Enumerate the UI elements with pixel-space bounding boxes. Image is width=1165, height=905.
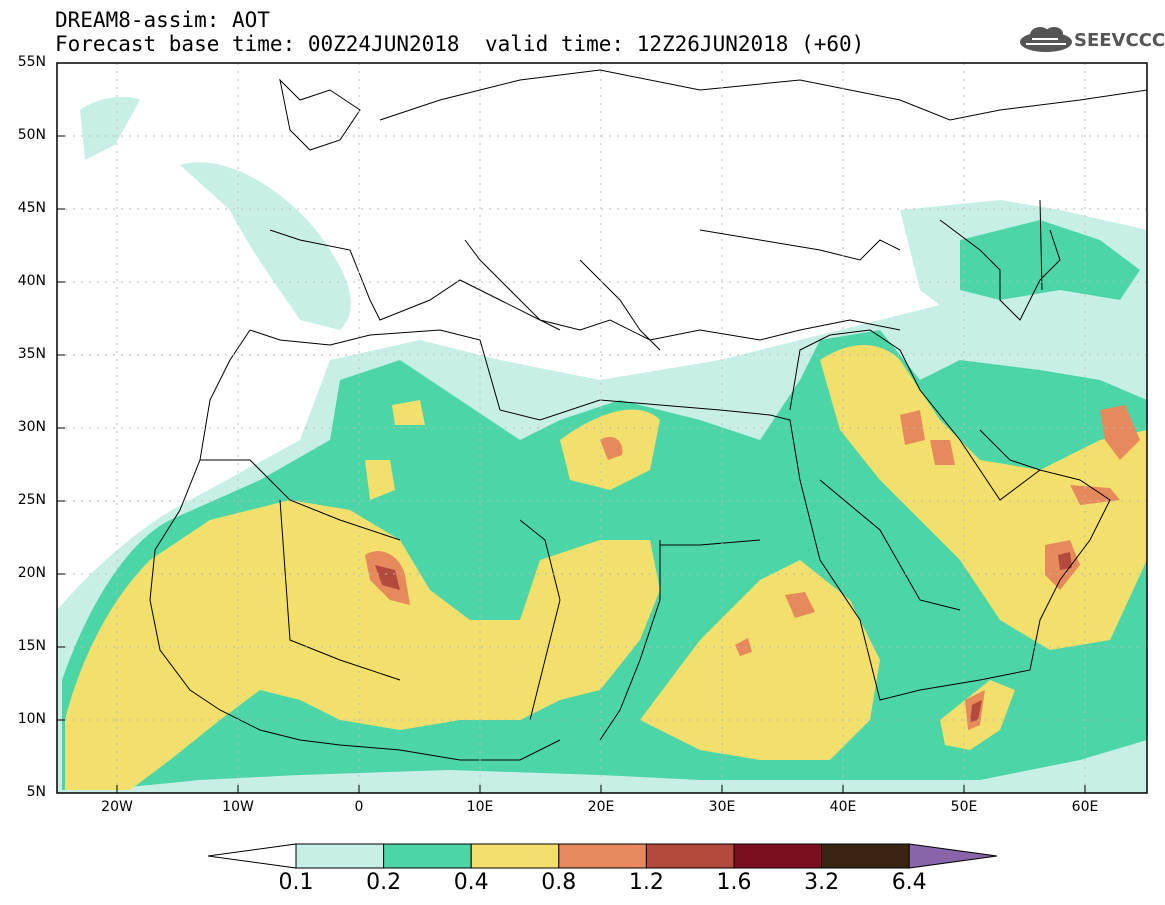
colorbar-label: 0.8 xyxy=(541,870,577,895)
logo-text: SEEVCCC xyxy=(1074,30,1165,51)
colorbar-label: 0.1 xyxy=(278,870,314,895)
colorbar-label: 3.2 xyxy=(804,870,840,895)
lon-label: 30E xyxy=(708,799,736,815)
lat-label: 40N xyxy=(17,273,46,289)
lat-label: 10N xyxy=(17,711,46,727)
lon-label: 20E xyxy=(587,799,615,815)
colorbar-label: 1.6 xyxy=(716,870,752,895)
graticule xyxy=(57,63,1147,793)
coastlines xyxy=(149,69,1147,761)
lat-label: 45N xyxy=(17,200,46,216)
lon-label: 40E xyxy=(829,799,857,815)
lon-label: 10W xyxy=(222,799,254,815)
aot-level-0.8 xyxy=(365,405,1140,730)
lon-label: 0 xyxy=(354,799,364,815)
lat-label: 50N xyxy=(17,127,46,143)
aot-fields xyxy=(57,97,1147,793)
colorbar-label: 0.2 xyxy=(366,870,402,895)
colorbar-label: 6.4 xyxy=(891,870,927,895)
map-title: DREAM8-assim: AOT xyxy=(55,8,270,32)
lat-label: 30N xyxy=(17,419,46,435)
lon-label: 10E xyxy=(466,799,494,815)
lon-label: 60E xyxy=(1071,799,1099,815)
lon-label: 50E xyxy=(950,799,978,815)
lat-label: 15N xyxy=(17,638,46,654)
seevccc-logo xyxy=(1020,27,1072,52)
lat-label: 55N xyxy=(17,54,46,70)
map-frame xyxy=(56,62,1148,794)
colorbar-label: 0.4 xyxy=(453,870,489,895)
axis-ticks xyxy=(57,62,1086,793)
lat-label: 25N xyxy=(17,492,46,508)
lat-label: 20N xyxy=(17,565,46,581)
lat-label: 35N xyxy=(17,346,46,362)
cloud-icon xyxy=(1020,27,1072,52)
lon-label: 20W xyxy=(101,799,133,815)
aot-level-1.2 xyxy=(375,552,1072,722)
colorbar-label: 1.2 xyxy=(628,870,664,895)
forecast-base-time: Forecast base time: 00Z24JUN2018 xyxy=(55,32,460,56)
lat-label: 5N xyxy=(26,784,46,800)
valid-time: valid time: 12Z26JUN2018 (+60) xyxy=(485,32,865,56)
